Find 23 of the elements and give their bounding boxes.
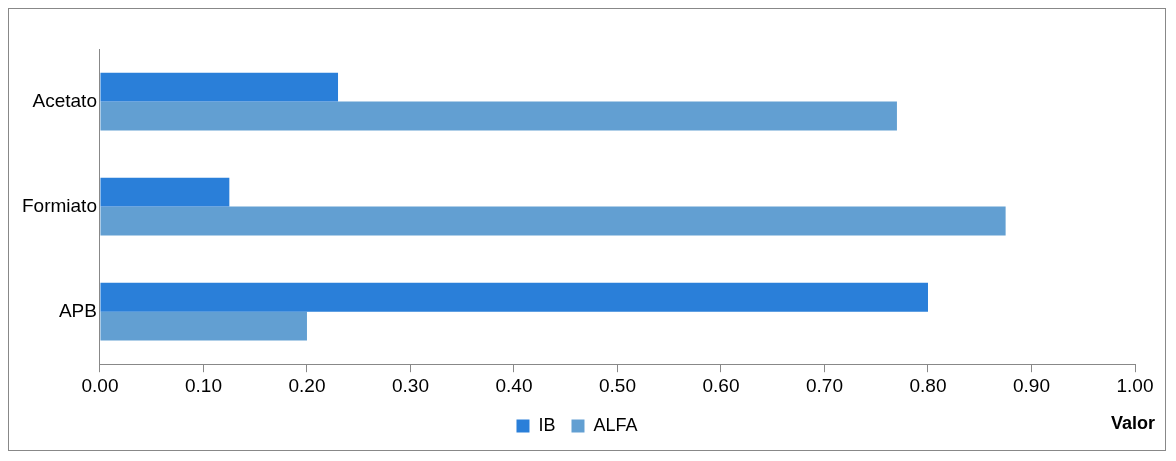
x-axis-title: Valor — [1110, 412, 1155, 433]
x-tick-label: 0.10 — [184, 374, 222, 396]
x-tick-label: 0.30 — [391, 374, 429, 396]
x-tick-label: 0.70 — [806, 374, 843, 396]
bar — [100, 311, 307, 341]
x-tick-label: 0.00 — [81, 374, 119, 396]
legend-label: ALFA — [593, 414, 638, 435]
x-tick-label: 0.90 — [1013, 374, 1050, 396]
bar — [100, 177, 230, 207]
x-tick-label: 0.40 — [495, 374, 533, 396]
bar — [100, 282, 928, 312]
y-tick-label: Formiato — [21, 194, 97, 216]
bar — [100, 101, 897, 131]
x-tick-label: 0.50 — [598, 374, 636, 396]
y-tick-label: APB — [58, 299, 97, 321]
bar — [100, 72, 339, 102]
x-tick-label: 0.80 — [909, 374, 947, 396]
legend-label: IB — [538, 414, 556, 435]
x-tick-label: 0.60 — [702, 374, 740, 396]
x-tick-label: 0.20 — [288, 374, 326, 396]
bar — [100, 206, 1006, 236]
y-tick-label: Acetato — [32, 89, 97, 111]
x-tick-label: 1.00 — [1116, 374, 1154, 396]
